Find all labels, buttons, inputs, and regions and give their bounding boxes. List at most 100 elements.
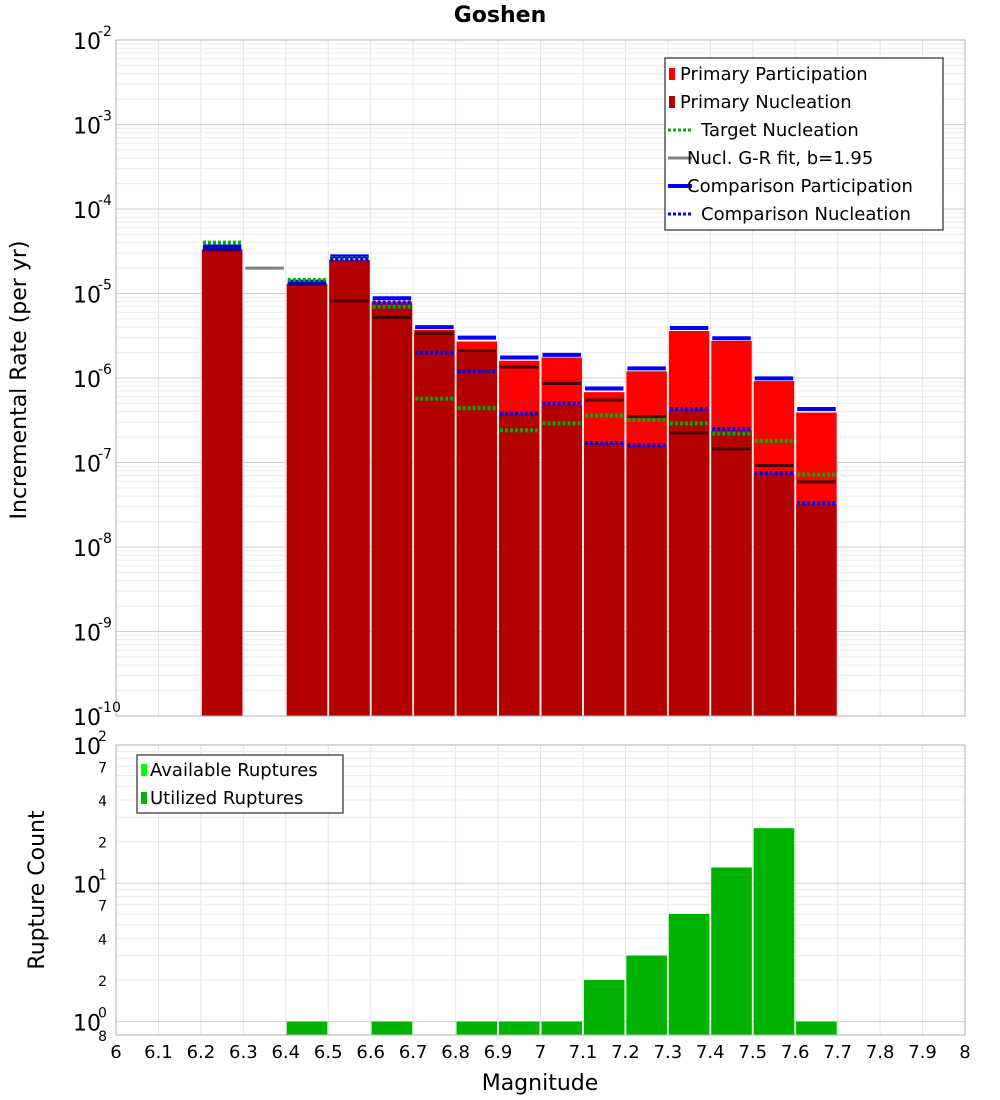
nucleation-bar [201, 249, 243, 716]
nucleation-bar [626, 445, 667, 716]
y-tick-label: 10 [73, 622, 101, 647]
y-tick-exponent: -2 [98, 24, 112, 40]
x-tick-label: 6.5 [314, 1042, 343, 1063]
y-tick-exponent: -6 [98, 362, 112, 378]
nucleation-bar [711, 430, 752, 716]
x-tick-label: 6.9 [484, 1042, 513, 1063]
y-tick-label: 10 [73, 706, 101, 731]
y-minor-tick-label: 8 [98, 1029, 107, 1045]
x-tick-label: 7.3 [654, 1042, 683, 1063]
nucleation-bar [329, 259, 370, 716]
y-tick-exponent: -10 [98, 700, 121, 716]
utilized-ruptures-bar [583, 979, 625, 1035]
nucleation-bar [668, 409, 710, 716]
y-minor-tick-label: 4 [98, 932, 107, 948]
y-minor-tick-label: 7 [98, 760, 107, 776]
y-minor-tick-label: 2 [98, 836, 107, 852]
x-tick-label: 6.6 [356, 1042, 385, 1063]
nucleation-bar [796, 504, 837, 716]
y-tick-exponent: -4 [98, 193, 112, 209]
nucleation-bar [541, 404, 582, 716]
legend-label: Available Ruptures [150, 760, 318, 781]
x-tick-label: 6.3 [229, 1042, 258, 1063]
x-tick-label: 7.6 [781, 1042, 810, 1063]
y-tick-label: 10 [73, 368, 101, 393]
legend-label: Primary Participation [680, 64, 868, 85]
x-tick-label: 7.4 [696, 1042, 725, 1063]
y-tick-label: 10 [73, 453, 101, 478]
bottom-legend-box [136, 754, 344, 814]
y-tick-label: 10 [73, 30, 101, 55]
x-tick-label: 7.8 [866, 1042, 895, 1063]
utilized-ruptures-bar [371, 1021, 413, 1035]
utilized-ruptures-bar [499, 1021, 540, 1035]
bottom-y-axis-label: Rupture Count [25, 810, 50, 970]
legend-swatch [669, 96, 675, 108]
utilized-ruptures-bar [753, 828, 795, 1035]
nucleation-bar [286, 283, 328, 716]
nucleation-bar [583, 443, 625, 716]
legend-swatch [669, 68, 675, 80]
legend-label: Comparison Participation [687, 176, 913, 197]
utilized-ruptures-bar [456, 1021, 498, 1035]
bottom-plot-border [115, 744, 966, 1036]
nucleation-bar [753, 473, 795, 716]
x-tick-label: 7.5 [738, 1042, 767, 1063]
x-tick-label: 6.7 [399, 1042, 428, 1063]
utilized-ruptures-bar [626, 955, 667, 1035]
legend-swatch [141, 764, 147, 776]
nucleation-bar [499, 413, 540, 716]
y-tick-label: 10 [73, 873, 101, 898]
y-tick-exponent: 1 [98, 867, 107, 883]
utilized-ruptures-bar [796, 1021, 837, 1035]
x-tick-label: 8 [959, 1042, 970, 1063]
top-legend-box [664, 57, 944, 231]
x-tick-label: 6.1 [144, 1042, 173, 1063]
x-tick-label: 7 [535, 1042, 546, 1063]
y-minor-tick-label: 2 [98, 974, 107, 990]
legend-swatch [141, 792, 147, 804]
y-tick-exponent: -8 [98, 531, 112, 547]
y-tick-exponent: -3 [98, 109, 112, 125]
y-tick-exponent: -5 [98, 278, 112, 294]
y-tick-exponent: 2 [98, 729, 107, 745]
legend-label: Nucl. G-R fit, b=1.95 [687, 148, 873, 169]
x-tick-label: 7.1 [569, 1042, 598, 1063]
x-tick-label: 7.7 [823, 1042, 852, 1063]
y-minor-tick-label: 4 [98, 794, 107, 810]
y-tick-label: 10 [73, 735, 101, 760]
top-plot-border [115, 39, 966, 717]
y-tick-label: 10 [73, 1012, 101, 1037]
utilized-ruptures-bar [668, 913, 710, 1035]
legend-label: Target Nucleation [700, 120, 859, 141]
rate-plot: 10-1010-910-810-710-610-510-410-310-2Pri… [73, 24, 966, 731]
y-minor-tick-label: 7 [98, 899, 107, 915]
utilized-ruptures-bar [711, 867, 752, 1035]
nucleation-bar [456, 352, 498, 716]
y-tick-label: 10 [73, 284, 101, 309]
top-y-axis-label: Incremental Rate (per yr) [7, 241, 32, 520]
x-tick-label: 7.9 [908, 1042, 937, 1063]
legend-label: Primary Nucleation [680, 92, 852, 113]
x-tick-label: 6.4 [271, 1042, 300, 1063]
y-tick-exponent: 0 [98, 1006, 107, 1022]
y-tick-label: 10 [73, 537, 101, 562]
nucleation-bar [414, 334, 455, 716]
y-tick-exponent: -9 [98, 616, 112, 632]
x-tick-label: 7.2 [611, 1042, 640, 1063]
y-tick-label: 10 [73, 115, 101, 140]
x-tick-label: 6.8 [441, 1042, 470, 1063]
x-tick-label: 6 [110, 1042, 121, 1063]
nucleation-bar [371, 304, 413, 716]
x-axis-label: Magnitude [482, 1071, 599, 1096]
utilized-ruptures-bar [541, 1021, 582, 1035]
y-tick-exponent: -7 [98, 447, 112, 463]
chart-title: Goshen [454, 3, 547, 28]
x-tick-label: 6.2 [187, 1042, 216, 1063]
y-tick-label: 10 [73, 199, 101, 224]
legend-label: Comparison Nucleation [701, 204, 911, 225]
legend-label: Utilized Ruptures [150, 788, 303, 809]
utilized-ruptures-bar [286, 1021, 328, 1035]
